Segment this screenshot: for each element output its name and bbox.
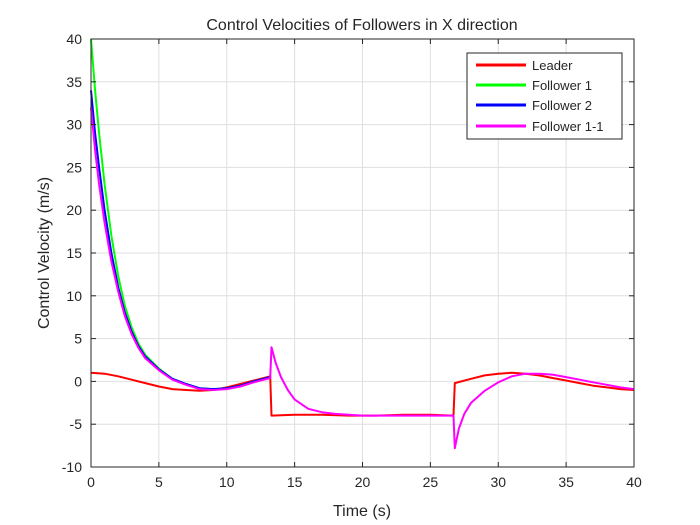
y-tick-label: 0 xyxy=(74,373,82,389)
legend-label-leader: Leader xyxy=(532,58,573,73)
y-tick-label: 30 xyxy=(66,117,82,133)
x-tick-label: 5 xyxy=(155,474,163,490)
y-tick-label: 20 xyxy=(66,202,82,218)
legend-entry-follower-1: Follower 1 xyxy=(476,78,592,93)
y-tick-label: 35 xyxy=(66,74,82,90)
x-tick-label: 40 xyxy=(626,474,642,490)
x-tick-label: 25 xyxy=(423,474,439,490)
series-layer xyxy=(90,38,635,450)
y-tick-label: 5 xyxy=(74,331,82,347)
legend-label-follower-1-1: Follower 1-1 xyxy=(532,119,604,134)
x-tick-label: 20 xyxy=(355,474,371,490)
series-line-follower-1-1 xyxy=(90,107,635,450)
x-tick-label: 10 xyxy=(219,474,235,490)
y-tick-label: 25 xyxy=(66,159,82,175)
tick-layer: 0 5 10 15 20 25 30 35 40 -10 -5 0 5 10 15 20 25 30 35 40 xyxy=(62,31,642,490)
y-tick-label: -5 xyxy=(70,416,83,432)
y-axis-label: Control Velocity (m/s) xyxy=(36,177,53,329)
x-tick-label: 30 xyxy=(490,474,506,490)
legend-entry-leader: Leader xyxy=(476,58,573,73)
x-tick-label: 35 xyxy=(558,474,574,490)
x-tick-label: 15 xyxy=(287,474,303,490)
legend-label-follower-2: Follower 2 xyxy=(532,98,592,113)
legend-entry-follower-2: Follower 2 xyxy=(476,98,592,113)
grid-layer xyxy=(90,38,635,468)
legend-entry-follower-1-1: Follower 1-1 xyxy=(476,119,604,134)
y-tick-label: 40 xyxy=(66,31,82,47)
x-tick-label: 0 xyxy=(87,474,95,490)
chart-title: Control Velocities of Followers in X dir… xyxy=(206,17,517,34)
y-tick-label: 10 xyxy=(66,288,82,304)
y-tick-label: -10 xyxy=(62,459,82,475)
legend-label-follower-1: Follower 1 xyxy=(532,78,592,93)
legend: Leader Follower 1 Follower 2 Follower 1-… xyxy=(466,52,623,140)
y-tick-label: 15 xyxy=(66,245,82,261)
x-axis-label: Time (s) xyxy=(333,503,391,520)
